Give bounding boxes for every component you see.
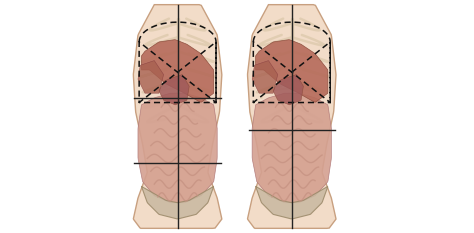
Polygon shape (255, 40, 328, 102)
Polygon shape (138, 93, 217, 203)
Polygon shape (255, 186, 328, 219)
Polygon shape (141, 186, 213, 219)
Polygon shape (159, 75, 189, 105)
Polygon shape (141, 40, 214, 102)
Polygon shape (252, 93, 331, 203)
Polygon shape (252, 61, 278, 93)
Polygon shape (247, 5, 336, 228)
Polygon shape (273, 75, 303, 105)
Polygon shape (138, 61, 164, 93)
Polygon shape (133, 5, 222, 228)
